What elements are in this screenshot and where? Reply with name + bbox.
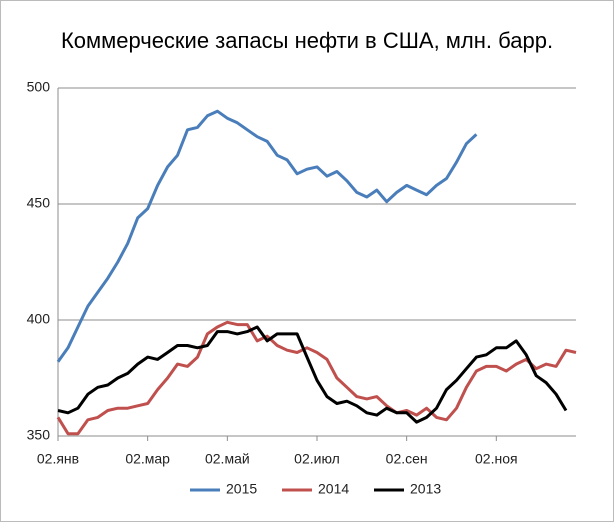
legend-label: 2014 <box>318 481 349 497</box>
legend-label: 2015 <box>226 481 257 497</box>
series-line <box>57 325 568 424</box>
chart-title: Коммерческие запасы нефти в США, млн. ба… <box>61 28 553 53</box>
x-tick-label: 02.мар <box>125 451 170 467</box>
x-tick-label: 02.май <box>205 451 250 467</box>
y-tick-label: 500 <box>27 79 51 95</box>
y-tick-label: 350 <box>27 427 51 443</box>
legend-label: 2013 <box>410 481 441 497</box>
x-tick-label: 02.июл <box>294 451 340 467</box>
x-tick-label: 02.ноя <box>475 451 518 467</box>
x-tick-label: 02.янв <box>37 451 79 467</box>
y-tick-label: 400 <box>27 311 51 327</box>
y-tick-label: 450 <box>27 195 51 211</box>
series-line <box>56 109 478 363</box>
x-tick-label: 02.сен <box>386 451 428 467</box>
series-line <box>56 320 577 436</box>
